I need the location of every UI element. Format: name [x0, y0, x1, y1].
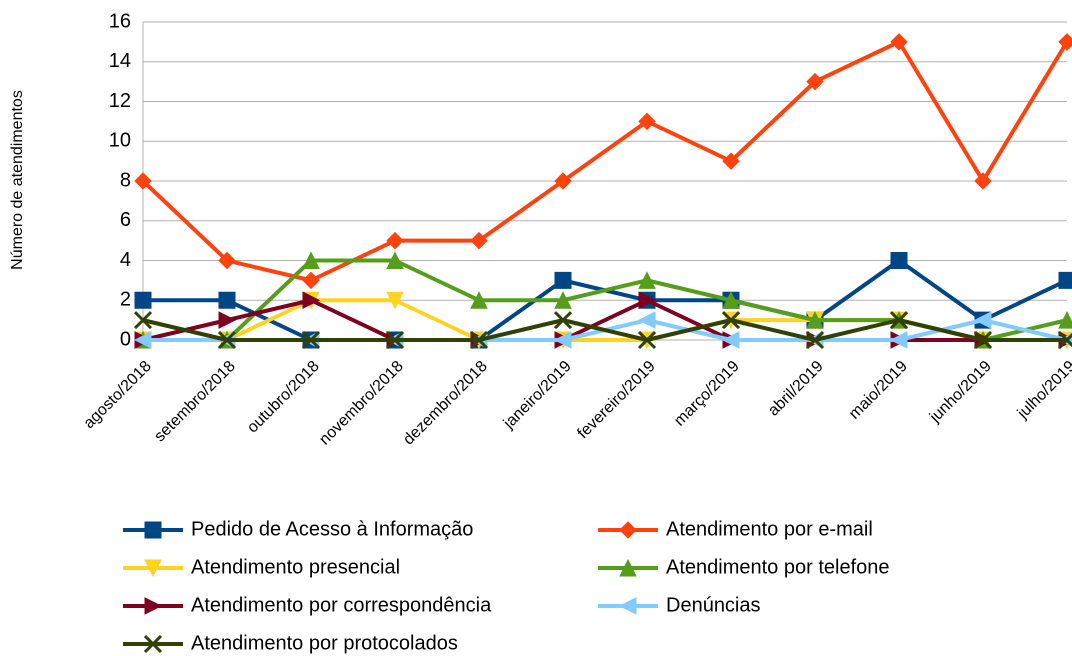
marker	[805, 330, 825, 350]
marker	[1057, 330, 1072, 350]
marker	[1058, 271, 1072, 289]
marker	[1058, 33, 1072, 51]
marker	[619, 521, 637, 539]
x-tick-label: agosto/2018	[81, 358, 155, 432]
legend-label: Denúncias	[666, 594, 761, 616]
y-tick-label: 2	[120, 289, 131, 311]
y-tick-label: 6	[120, 209, 131, 231]
x-tick-label: maio/2019	[846, 358, 911, 423]
marker	[470, 231, 488, 250]
series-line	[141, 39, 1069, 283]
marker	[554, 172, 572, 190]
legend-label: Atendimento presencial	[191, 556, 400, 578]
marker	[637, 330, 657, 350]
y-axis-label: Número de atendimentos	[9, 90, 26, 270]
marker	[722, 152, 740, 170]
marker	[134, 172, 152, 190]
series	[133, 311, 1072, 350]
marker	[134, 291, 152, 309]
x-tick-label: setembro/2018	[151, 358, 239, 446]
y-tick-label: 8	[120, 169, 131, 191]
marker	[554, 291, 572, 309]
marker	[144, 521, 162, 539]
marker	[218, 251, 236, 270]
marker	[806, 311, 824, 329]
legend-label: Atendimento por protocolados	[191, 632, 458, 654]
marker	[386, 231, 404, 250]
x-tick-label: outubro/2018	[244, 358, 323, 437]
marker	[638, 271, 656, 289]
marker	[143, 634, 163, 654]
series-line	[142, 318, 1067, 342]
marker	[386, 251, 404, 269]
marker	[553, 331, 572, 349]
marker	[554, 271, 572, 289]
y-tick-label: 10	[109, 130, 131, 152]
legend-label: Atendimento por telefone	[666, 556, 890, 578]
marker	[973, 330, 993, 350]
series	[134, 33, 1072, 290]
marker	[619, 558, 637, 577]
marker	[722, 291, 740, 309]
legend-label: Atendimento por correspondência	[191, 594, 492, 616]
marker	[638, 112, 656, 131]
marker	[553, 311, 573, 330]
y-tick-label: 4	[120, 249, 131, 271]
marker	[889, 311, 909, 330]
marker	[974, 172, 992, 190]
marker	[301, 330, 321, 350]
x-tick-label: fevereiro/2019	[574, 358, 658, 442]
marker	[973, 311, 992, 329]
marker	[218, 291, 236, 309]
marker	[721, 311, 741, 330]
x-tick-label: novembro/2018	[316, 358, 407, 449]
marker	[806, 72, 824, 91]
marker	[889, 331, 908, 349]
marker	[302, 291, 321, 310]
marker	[133, 311, 153, 330]
y-tick-label: 14	[109, 50, 131, 72]
y-tick-label: 16	[109, 10, 131, 32]
marker	[469, 330, 489, 350]
y-tick-label: 0	[120, 328, 131, 350]
marker	[890, 252, 908, 269]
marker	[637, 311, 656, 329]
marker	[218, 311, 237, 329]
marker	[144, 559, 162, 578]
marker	[721, 331, 740, 349]
y-tick-label: 12	[109, 90, 131, 112]
x-tick-label: janeiro/2019	[500, 358, 575, 433]
marker	[302, 251, 320, 269]
x-tick-label: abril/2019	[765, 358, 827, 420]
marker	[1058, 311, 1072, 329]
marker	[385, 330, 405, 350]
x-tick-label: julho/2019	[1014, 358, 1072, 423]
marker	[638, 291, 657, 310]
marker	[302, 271, 320, 290]
legend-label: Atendimento por e-mail	[666, 518, 873, 540]
marker	[618, 597, 637, 615]
x-tick-label: dezembro/2018	[400, 358, 491, 449]
x-tick-label: março/2019	[671, 358, 743, 430]
marker	[144, 597, 163, 615]
marker	[217, 330, 237, 350]
marker	[133, 331, 152, 349]
marker	[386, 291, 404, 310]
legend-label: Pedido de Acesso à Informação	[191, 518, 473, 540]
marker	[890, 33, 908, 51]
series-line	[142, 298, 1067, 342]
marker	[470, 291, 488, 309]
x-tick-label: junho/2019	[926, 358, 995, 427]
